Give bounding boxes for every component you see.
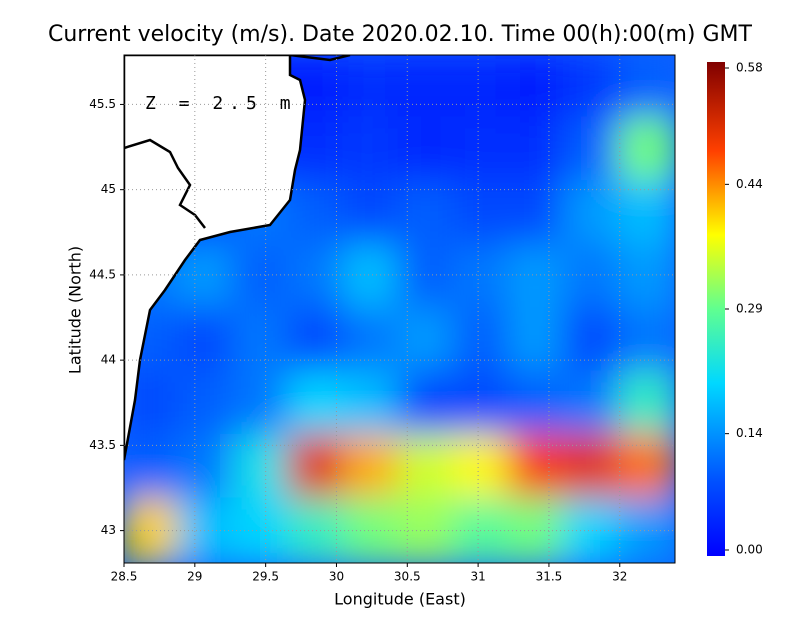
x-tick-label: 32 [612, 570, 627, 584]
field-cell [342, 370, 402, 438]
x-tick-label: 28.5 [111, 570, 138, 584]
field-cell [287, 307, 347, 375]
field-cell [397, 370, 457, 438]
field-cell [617, 116, 675, 184]
field-cell [287, 434, 347, 502]
field-cell [287, 243, 347, 311]
colorbar-ticks: 0.00 0.14 0.29 0.44 0.58 [725, 61, 763, 557]
field-cell [507, 243, 567, 311]
field-cell [562, 243, 622, 311]
field-cell [562, 497, 622, 563]
y-tick-label: 43.5 [89, 438, 116, 452]
field-cell [342, 55, 402, 121]
field-cell [617, 370, 675, 438]
field-cell [507, 497, 567, 563]
field-cell [232, 434, 292, 502]
x-tick-label: 30 [329, 570, 344, 584]
field-cell [507, 370, 567, 438]
field-cell [617, 497, 675, 563]
x-tick-label: 30.5 [394, 570, 421, 584]
field-cell [124, 434, 182, 502]
field-cell [232, 370, 292, 438]
field-cell [342, 307, 402, 375]
y-tick-label: 45.5 [89, 97, 116, 111]
y-tick-label: 44.5 [89, 267, 116, 281]
field-cell [287, 497, 347, 563]
field-cell [617, 434, 675, 502]
x-tick-label: 31 [470, 570, 485, 584]
field-cell [617, 307, 675, 375]
colorbar [707, 62, 725, 556]
field-cell [397, 116, 457, 184]
field-cell [342, 434, 402, 502]
field-cell [562, 307, 622, 375]
field-cell [177, 370, 237, 438]
colorbar-tick-label: 0.44 [736, 177, 763, 191]
field-cell [232, 243, 292, 311]
coast-line [289, 55, 351, 62]
field-cell [507, 434, 567, 502]
land [124, 55, 307, 461]
y-tick-label: 44 [101, 353, 116, 367]
field-cell [397, 180, 457, 248]
field-cell [397, 434, 457, 502]
field-cell [452, 116, 512, 184]
field-cell [507, 307, 567, 375]
plot-frame [123, 54, 676, 564]
field-cell [617, 243, 675, 311]
field-cell [617, 180, 675, 248]
y-axis-label: Latitude (North) [66, 246, 85, 374]
velocity-field [124, 55, 675, 563]
colorbar-tick-label: 0.00 [736, 543, 763, 557]
y-tick-label: 43 [101, 523, 116, 537]
field-cell [562, 180, 622, 248]
x-axis-label: Longitude (East) [334, 590, 466, 609]
field-cell [232, 497, 292, 563]
border-line [124, 138, 206, 229]
x-tick-label: 29.5 [252, 570, 279, 584]
field-cell [342, 116, 402, 184]
field-cell [452, 243, 512, 311]
field-cell [342, 243, 402, 311]
field-cell [452, 180, 512, 248]
field-cell [177, 307, 237, 375]
field-cell [452, 307, 512, 375]
depth-annotation: Z = 2.5 m [145, 93, 297, 114]
field-cell [507, 180, 567, 248]
y-tick-label: 45 [101, 182, 116, 196]
field-cell [452, 370, 512, 438]
field-cell [124, 497, 182, 563]
field-cell [342, 180, 402, 248]
field-cell [452, 55, 512, 121]
colorbar-tick-label: 0.58 [736, 61, 763, 75]
title: Current velocity (m/s). Date 2020.02.10.… [48, 22, 753, 47]
field-cell [562, 370, 622, 438]
field-cell [507, 116, 567, 184]
x-tick-label: 29 [187, 570, 202, 584]
field-cell [617, 55, 675, 121]
field-cell [177, 434, 237, 502]
x-tick-label: 31.5 [536, 570, 563, 584]
field-cell [397, 243, 457, 311]
colorbar-tick-label: 0.14 [736, 426, 763, 440]
field-cell [287, 370, 347, 438]
field-cell [397, 497, 457, 563]
field-cell [397, 307, 457, 375]
field-cell [232, 307, 292, 375]
field-cell [562, 434, 622, 502]
field-cell [562, 55, 622, 121]
field-cell [397, 55, 457, 121]
colorbar-tick-label: 0.29 [736, 302, 763, 316]
field-cell [507, 55, 567, 121]
field-cell [177, 497, 237, 563]
field-cell [342, 497, 402, 563]
field-cell [452, 434, 512, 502]
field-cell [562, 116, 622, 184]
field-cell [452, 497, 512, 563]
